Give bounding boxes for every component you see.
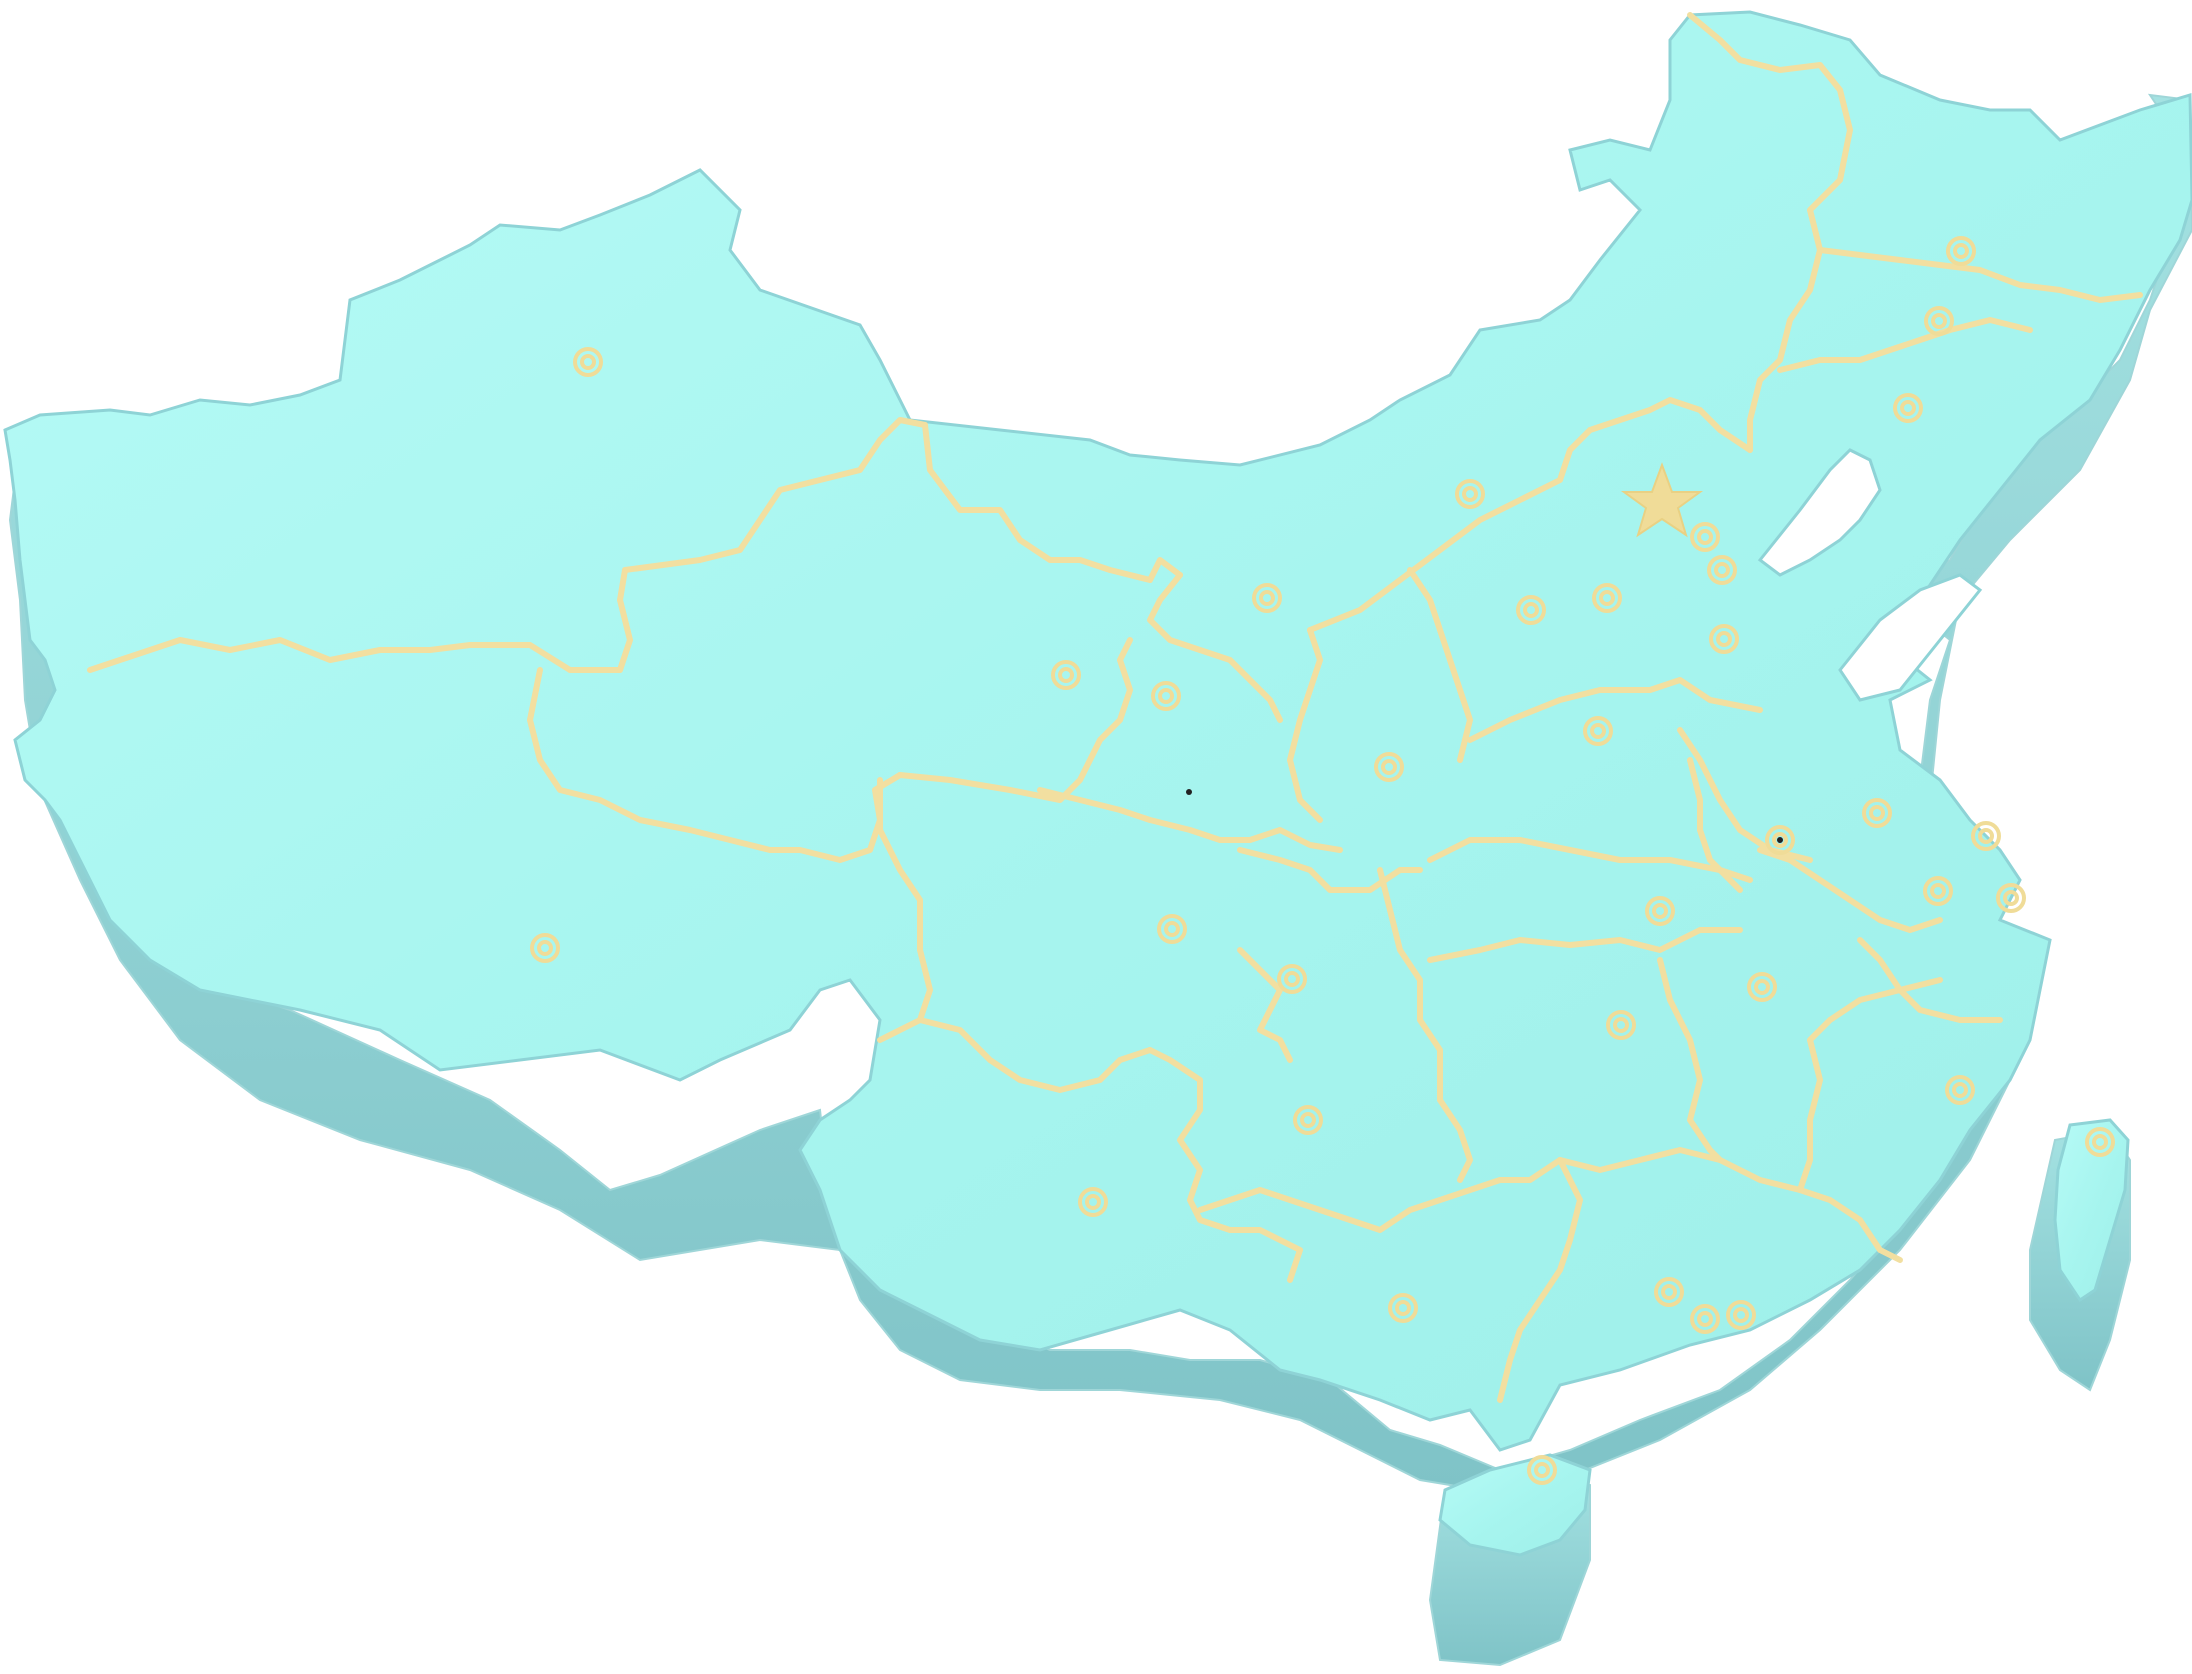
- city-marker: [1157, 914, 1187, 944]
- city-marker: [1606, 1010, 1636, 1040]
- boundary-zhejiang: [1857, 937, 2003, 1023]
- mainland-top: [3, 10, 2192, 1452]
- city-marker: [1293, 1105, 1323, 1135]
- city-marker: [1996, 883, 2026, 913]
- city-marker: [573, 347, 603, 377]
- boundary-gansu-ningxia: [1147, 572, 1283, 723]
- boundary-sichuan-yunnan: [917, 1017, 1153, 1093]
- city-marker: [1726, 1300, 1756, 1330]
- city-marker: [1277, 964, 1307, 994]
- city-marker: [1707, 555, 1737, 585]
- province-boundaries: [87, 12, 2143, 1403]
- city-markers: [530, 236, 2115, 1485]
- city-marker: [1924, 306, 1954, 336]
- city-marker: [1527, 1455, 1557, 1485]
- boundary-shanxi-hebei: [1407, 567, 1473, 763]
- boundary-hunan-guizhou: [1437, 1097, 1473, 1183]
- boundary-yunnan-guizhou: [1147, 1047, 1303, 1283]
- boundary-qinghai-gansu: [897, 637, 1133, 803]
- city-marker: [1388, 1293, 1418, 1323]
- city-marker: [1654, 1277, 1684, 1307]
- city-marker: [1592, 583, 1622, 613]
- city-marker: [1252, 583, 1282, 613]
- boundary-hunan-jiangxi: [1657, 957, 1723, 1163]
- city-marker: [530, 933, 560, 963]
- taiwan-top: [2053, 1118, 2130, 1303]
- boundary-hunan-guangdong: [1557, 1147, 1803, 1193]
- yellow-sea-cut: [1838, 573, 1983, 702]
- boundary-inner-mongolia-jilin: [1747, 247, 1823, 453]
- city-marker: [2085, 1127, 2115, 1157]
- boundary-guizhou-guangxi: [1197, 1157, 1563, 1233]
- city-marker: [1583, 716, 1613, 746]
- city-marker: [1709, 624, 1739, 654]
- city-marker: [1690, 522, 1720, 552]
- boundary-anhui-jiangsu: [1757, 847, 1943, 933]
- map-top-surface: [3, 10, 2192, 1557]
- boundary-xinjiang-qinghai: [567, 417, 928, 673]
- city-marker: [1516, 595, 1546, 625]
- city-marker: [1645, 896, 1675, 926]
- boundary-xizang-sichuan: [877, 777, 933, 1043]
- boundary-inner-mongolia-heilongjiang: [1687, 12, 1853, 253]
- city-marker: [1374, 752, 1404, 782]
- boundary-hunan-hubei: [1427, 927, 1743, 963]
- city-marker: [1690, 1304, 1720, 1334]
- boundary-gansu-west: [922, 422, 1183, 583]
- boundary-shaanxi-sichuan: [1237, 847, 1423, 893]
- boundary-xinjiang-xizang: [87, 637, 573, 673]
- star-icon: [1620, 462, 1704, 538]
- boundary-xizang-qinghai: [527, 667, 903, 863]
- boundary-shaanxi-shanxi: [1287, 627, 1323, 823]
- capital-marker: [1620, 462, 1704, 538]
- boundary-sichuan-chongqing: [1237, 947, 1293, 1063]
- city-marker: [1862, 798, 1892, 828]
- city-marker: [1971, 821, 2001, 851]
- boundary-jiangxi-fujian: [1797, 977, 1943, 1193]
- city-marker: [1945, 1075, 1975, 1105]
- city-marker: [1051, 660, 1081, 690]
- city-marker: [1747, 972, 1777, 1002]
- map-dot: [1186, 789, 1192, 795]
- city-marker: [1765, 825, 1795, 855]
- city-marker: [1078, 1187, 1108, 1217]
- city-marker: [1946, 236, 1976, 266]
- map-dot: [1777, 837, 1783, 843]
- city-marker: [1455, 479, 1485, 509]
- boundary-guangdong-fujian: [1797, 1187, 1903, 1263]
- city-marker: [1893, 393, 1923, 423]
- boundary-inner-mongolia-south: [1307, 397, 1753, 633]
- city-marker: [1151, 681, 1181, 711]
- boundary-sichuan-gansu: [1037, 787, 1343, 853]
- boundary-jilin-liaoning: [1777, 317, 2033, 373]
- boundary-hubei-chongqing: [1377, 867, 1443, 1103]
- boundary-heilongjiang-jilin: [1817, 247, 2143, 303]
- boundary-hubei-henan: [1427, 837, 1753, 883]
- boundary-guangxi-guangdong: [1497, 1157, 1583, 1403]
- boundary-hebei-shandong: [1467, 677, 1763, 743]
- bohai-bay: [1757, 448, 1882, 577]
- city-marker: [1923, 876, 1953, 906]
- boundary-henan-anhui: [1687, 757, 1743, 893]
